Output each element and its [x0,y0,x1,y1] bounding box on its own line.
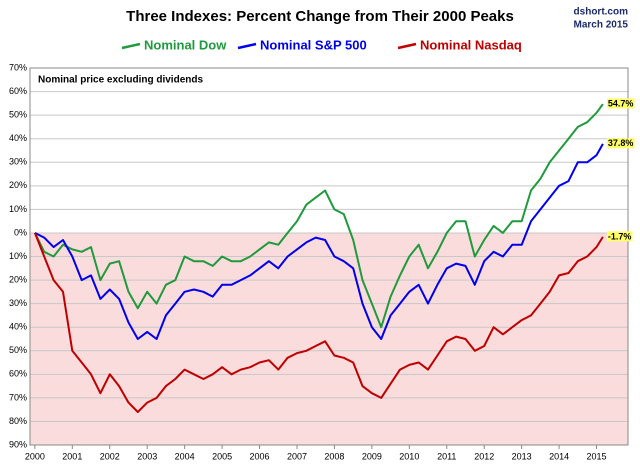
legend-label: Nominal Nasdaq [420,37,522,52]
x-tick-label: 2001 [62,451,82,461]
y-tick-label: 50% [9,110,27,120]
y-tick-label: 60% [9,369,27,379]
date: March 2015 [574,20,629,31]
y-tick-label: 20% [9,274,27,284]
annotation: Nominal price excluding dividends [38,75,203,86]
y-tick-label: 30% [9,298,27,308]
series-line [34,103,604,329]
end-label: -1.7% [608,231,632,241]
y-tick-label: 20% [9,180,27,190]
x-tick-label: 2003 [137,451,157,461]
y-tick-label: 60% [9,86,27,96]
series-line [33,232,604,413]
y-tick-label: 10% [9,204,27,214]
y-tick-label: 30% [9,157,27,167]
y-tick-label: 70% [9,392,27,402]
y-tick-label: 0% [14,227,27,237]
legend-swatch [237,42,257,50]
legend-swatch [121,42,141,50]
x-tick-label: 2005 [212,451,232,461]
y-tick-label: 40% [9,322,27,332]
x-tick-label: 2000 [25,451,45,461]
x-tick-label: 2012 [474,451,494,461]
y-tick-label: 10% [9,251,27,261]
y-tick-label: 70% [9,62,27,72]
plot-border [29,67,629,446]
x-tick-label: 2011 [437,451,456,461]
x-tick-label: 2014 [549,451,569,461]
x-tick-label: 2010 [399,451,419,461]
y-tick-label: 80% [9,416,27,426]
y-tick-label: 90% [9,439,27,449]
x-tick-label: 2006 [250,451,270,461]
source: dshort.com [574,7,629,18]
y-tick-label: 40% [9,133,27,143]
series-line [34,143,604,340]
negative-region [30,232,628,445]
x-tick-label: 2007 [287,451,307,461]
chart-title: Three Indexes: Percent Change from Their… [126,8,514,25]
x-tick-label: 2009 [362,451,382,461]
x-tick-label: 2004 [175,451,195,461]
x-tick-label: 2002 [100,451,120,461]
x-tick-label: 2013 [512,451,532,461]
end-label: 37.8% [608,138,634,148]
x-tick-label: 2008 [324,451,344,461]
legend-label: Nominal S&P 500 [260,37,367,52]
legend-swatch [397,42,417,50]
end-label-background [606,138,635,149]
end-label: 54.7% [608,98,634,108]
end-label-background [606,231,633,242]
x-tick-label: 2015 [587,451,607,461]
legend-label: Nominal Dow [144,37,227,52]
end-label-background [606,98,635,109]
y-tick-label: 50% [9,345,27,355]
